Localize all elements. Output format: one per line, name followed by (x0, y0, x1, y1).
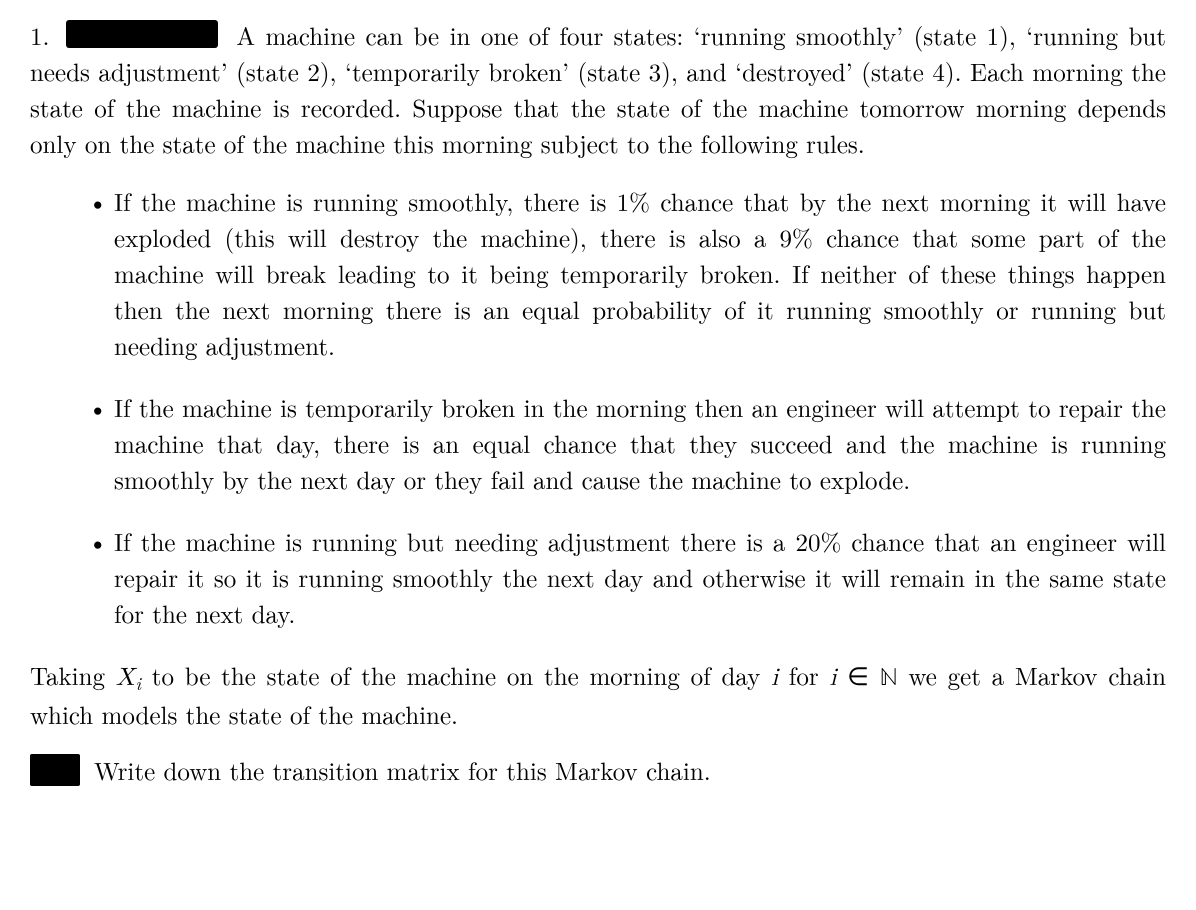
in-symbol: ∈ (836, 658, 879, 693)
closing-paragraph: Taking Xi to be the state of the machine… (30, 658, 1166, 733)
task-line: Write down the transition matrix for thi… (30, 753, 1166, 789)
problem-intro: 1. A machine can be in one of four state… (30, 18, 1166, 162)
var-X: X (116, 665, 135, 690)
redacted-block-1 (66, 20, 218, 48)
rule-item-1: If the machine is running smoothly, ther… (88, 184, 1166, 364)
task-text: Write down the transition matrix for thi… (94, 753, 711, 788)
redacted-block-2 (30, 754, 80, 786)
naturals-symbol: ℕ (880, 665, 898, 690)
rule-item-3: If the machine is running but needing ad… (88, 524, 1166, 632)
closing-mid2: for (778, 658, 829, 693)
var-i-1: i (771, 665, 778, 690)
question-number: 1. (30, 18, 49, 54)
closing-mid: to be the state of the machine on the mo… (141, 658, 771, 693)
var-X-sub: i (136, 671, 142, 696)
rules-list: If the machine is running smoothly, ther… (30, 184, 1166, 632)
closing-pre: Taking (30, 658, 116, 693)
rule-item-2: If the machine is temporarily broken in … (88, 390, 1166, 498)
